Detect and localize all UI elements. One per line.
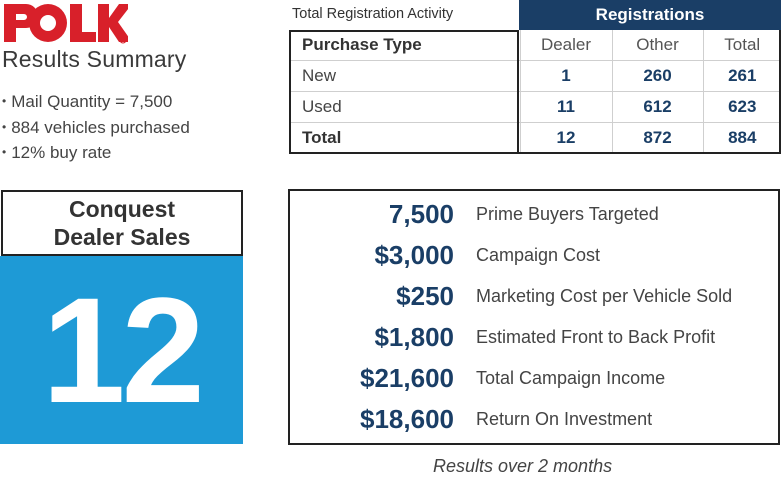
cell-dealer: 1 [519, 60, 612, 92]
metric-value: $3,000 [374, 239, 454, 270]
registration-table: Purchase Type Dealer Other Total New 1 2… [289, 30, 781, 154]
cell-total: 261 [702, 60, 781, 92]
metric-label: Marketing Cost per Vehicle Sold [476, 285, 733, 306]
metric-label: Campaign Cost [476, 244, 601, 265]
metric-label: Estimated Front to Back Profit [476, 326, 716, 347]
table-bottom-border [519, 152, 781, 154]
metrics-panel: 7,500 Prime Buyers Targeted $3,000 Campa… [288, 189, 780, 445]
table-total-row: Total 12 872 884 [289, 122, 781, 154]
metric-value: 7,500 [388, 198, 454, 229]
metric-value: $21,600 [360, 362, 454, 393]
registrations-header: Registrations [519, 0, 781, 30]
summary-bullets: Mail Quantity = 7,500 884 vehicles purch… [2, 90, 190, 167]
conquest-line-1: Conquest [68, 196, 176, 222]
cell-total: 623 [702, 91, 781, 123]
metric-row: $250 Marketing Cost per Vehicle Sold [290, 276, 778, 316]
column-header-dealer: Dealer [519, 30, 612, 61]
footnote: Results over 2 months [433, 456, 613, 476]
table-right-border [779, 30, 781, 154]
table-header-row: Purchase Type Dealer Other Total [289, 30, 781, 61]
metric-value: $18,600 [360, 403, 454, 434]
conquest-line-2: Dealer Sales [53, 224, 191, 250]
cell-other: 612 [611, 91, 703, 123]
cell-other: 872 [611, 122, 703, 154]
metric-label: Return On Investment [476, 408, 653, 429]
bullet-vehicles-purchased: 884 vehicles purchased [2, 116, 190, 142]
cell-type: New [289, 60, 520, 92]
cell-other: 260 [611, 60, 703, 92]
cell-total: 884 [702, 122, 781, 154]
metric-value: $1,800 [374, 321, 454, 352]
table-row: Used 11 612 623 [289, 91, 781, 123]
conquest-dealer-sales-label: Conquest Dealer Sales [1, 190, 243, 256]
metric-row: $18,600 Return On Investment [290, 399, 778, 439]
table-row: New 1 260 261 [289, 60, 781, 92]
polk-logo [2, 2, 128, 46]
bullet-mail-quantity: Mail Quantity = 7,500 [2, 90, 190, 116]
metric-label: Total Campaign Income [476, 367, 666, 388]
metric-row: $1,800 Estimated Front to Back Profit [290, 317, 778, 357]
cell-type: Used [289, 91, 520, 123]
column-header-purchase-type: Purchase Type [289, 30, 520, 61]
metric-row: $21,600 Total Campaign Income [290, 358, 778, 398]
metric-row: $3,000 Campaign Cost [290, 235, 778, 275]
conquest-value: 12 [42, 266, 205, 434]
cell-dealer: 11 [519, 91, 612, 123]
table-caption: Total Registration Activity [292, 6, 454, 22]
column-header-total: Total [702, 30, 781, 61]
column-header-other: Other [611, 30, 703, 61]
metric-label: Prime Buyers Targeted [476, 203, 659, 224]
metric-row: 7,500 Prime Buyers Targeted [290, 194, 778, 234]
cell-type: Total [289, 122, 520, 154]
metric-value: $250 [396, 280, 454, 311]
bullet-buy-rate: 12% buy rate [2, 141, 190, 167]
cell-dealer: 12 [519, 122, 612, 154]
conquest-value-box: 12 [0, 256, 243, 444]
results-summary-title: Results Summary [2, 46, 187, 72]
